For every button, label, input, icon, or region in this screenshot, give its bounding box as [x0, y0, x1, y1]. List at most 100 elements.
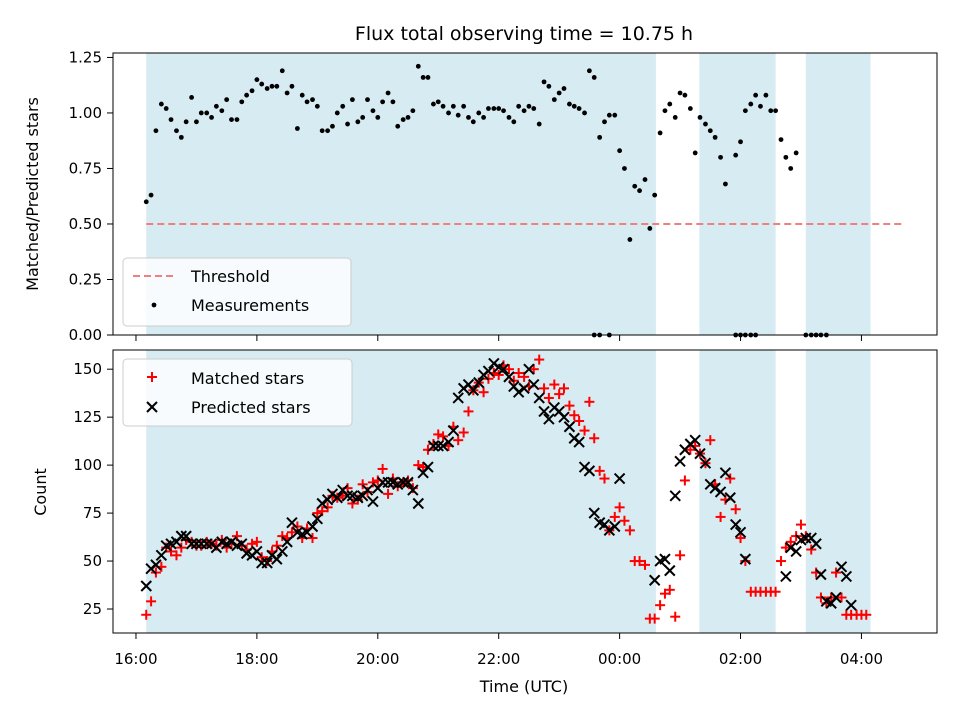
matched-star-point — [735, 533, 746, 544]
measurement-point — [712, 134, 718, 140]
matched-star-point — [554, 389, 565, 400]
measurement-point — [153, 128, 159, 134]
measurement-point — [546, 83, 552, 89]
predicted-star-point — [311, 513, 324, 525]
top-legend-box — [122, 257, 352, 327]
measurement-point — [521, 108, 527, 114]
matched-star-point — [543, 392, 554, 403]
legend-matched-label: Matched stars — [191, 369, 304, 388]
matched-star-point — [675, 550, 686, 561]
bottom-x-tick-label: 18:00 — [235, 650, 278, 668]
matched-star-point — [478, 387, 489, 398]
predicted-star-point — [674, 455, 686, 467]
bottom-y-tick-label: 150 — [73, 360, 102, 378]
measurement-point — [189, 95, 194, 100]
measurement-point — [209, 114, 214, 120]
measurement-point — [425, 75, 431, 80]
matched-star-point — [584, 396, 595, 407]
matched-star-point — [463, 406, 474, 417]
predicted-star-point — [367, 495, 379, 508]
matched-star-point — [599, 473, 610, 484]
matched-star-point — [589, 433, 600, 444]
measurement-point — [334, 110, 340, 116]
measurement-point — [461, 103, 467, 109]
measurement-point — [496, 106, 502, 111]
top-y-axis-label: Matched/Predicted stars — [23, 97, 42, 291]
matched-star-point — [438, 431, 449, 442]
measurement-point — [491, 106, 497, 111]
x-axis-label: Time (UTC) — [479, 677, 568, 696]
measurement-point — [481, 114, 486, 120]
measurement-point — [763, 92, 769, 98]
measurement-point — [738, 139, 743, 145]
measurement-point — [466, 114, 471, 120]
matched-star-point — [564, 400, 575, 411]
measurement-point — [707, 128, 713, 134]
measurement-point — [294, 126, 300, 131]
predicted-star-point — [790, 545, 802, 558]
predicted-star-point — [482, 365, 495, 377]
matched-star-point — [776, 556, 787, 567]
measurement-point — [582, 110, 587, 116]
matched-star-point — [705, 435, 716, 446]
predicted-star-point — [724, 492, 736, 504]
measurement-point — [431, 101, 436, 107]
measurement-point — [350, 97, 355, 103]
observing-band-1 — [699, 53, 776, 335]
measurement-point — [259, 81, 265, 87]
predicted-star-point — [225, 536, 238, 548]
measurement-point — [340, 103, 346, 109]
predicted-star-point — [427, 440, 440, 452]
measurement-point — [148, 192, 154, 198]
measurement-point — [304, 99, 310, 105]
predicted-star-point — [397, 476, 409, 489]
bottom-y-tick-label: 75 — [83, 504, 102, 522]
matched-star-point — [664, 584, 675, 595]
predicted-star-point — [361, 484, 374, 496]
measurement-point — [602, 119, 607, 125]
bottom-y-tick-label: 50 — [83, 552, 102, 570]
measurement-point — [677, 90, 683, 96]
measurement-point — [158, 101, 164, 107]
predicted-star-point — [573, 436, 585, 448]
predicted-star-point — [648, 574, 661, 586]
observing-band-2 — [805, 53, 871, 335]
predicted-star-point — [200, 538, 213, 550]
predicted-star-point — [261, 557, 273, 569]
measurement-point — [662, 108, 668, 114]
measurement-point — [375, 114, 381, 120]
predicted-star-point — [810, 538, 822, 550]
matched-star-point — [785, 536, 796, 547]
top-y-tick-label: 0.75 — [69, 159, 102, 177]
measurement-point — [591, 75, 597, 80]
measurement-point — [536, 121, 542, 127]
measurement-point — [450, 103, 456, 109]
measurement-point — [178, 134, 184, 140]
predicted-star-point — [543, 413, 555, 425]
measurement-point — [556, 90, 562, 96]
predicted-star-point — [447, 424, 460, 437]
measurement-point — [516, 103, 522, 109]
measurement-point — [511, 119, 517, 125]
matched-star-point — [166, 546, 177, 557]
matched-star-point — [539, 383, 550, 394]
legend-predicted-swatch — [146, 401, 158, 413]
matched-star-point — [821, 598, 832, 609]
bottom-x-tick-label: 04:00 — [840, 650, 883, 668]
legend-measurements-label: Measurements — [191, 296, 309, 315]
predicted-star-point — [236, 538, 248, 550]
measurement-point — [314, 103, 320, 109]
matched-star-point — [141, 609, 152, 620]
predicted-star-point — [512, 386, 525, 398]
matched-star-point — [418, 462, 429, 473]
measurement-point — [632, 183, 638, 189]
measurement-point — [219, 108, 225, 114]
predicted-star-point — [150, 559, 162, 571]
predicted-star-point — [659, 553, 671, 565]
predicted-star-point — [815, 568, 827, 581]
measurement-point — [365, 97, 370, 103]
matched-star-point — [146, 596, 157, 607]
top-y-tick-label: 0.50 — [69, 215, 102, 233]
measurement-point — [627, 237, 633, 242]
